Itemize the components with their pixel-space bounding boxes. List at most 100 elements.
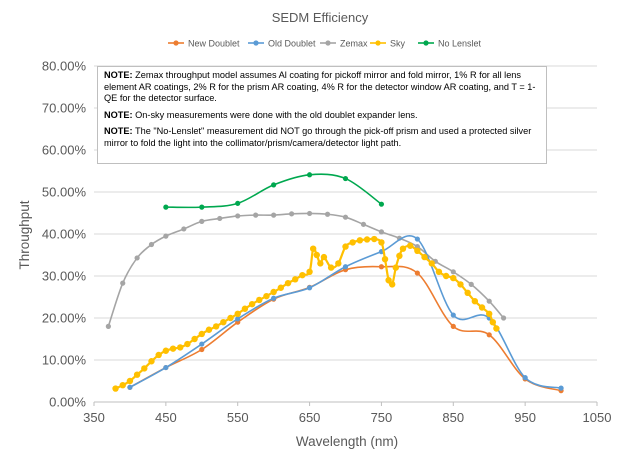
data-point-zemax xyxy=(120,280,126,286)
data-point-sky xyxy=(292,276,299,283)
series-line-old-doublet xyxy=(129,235,562,389)
data-point-new-doublet xyxy=(199,346,205,353)
data-point-sky xyxy=(450,274,457,282)
data-point-sky xyxy=(478,304,486,311)
x-tick-label: 850 xyxy=(442,410,464,425)
y-axis-label: Throughput xyxy=(17,200,32,269)
legend-marker-new-doublet xyxy=(173,40,179,46)
data-point-sky xyxy=(198,330,205,338)
data-point-zemax xyxy=(253,212,259,218)
data-point-zemax xyxy=(500,315,507,321)
data-point-sky xyxy=(169,345,177,352)
legend-label-zemax: Zemax xyxy=(340,39,368,49)
series-new-doublet xyxy=(127,264,564,394)
data-point-zemax xyxy=(450,269,456,275)
note-text: Zemax throughput model assumes Al coatin… xyxy=(104,70,536,104)
data-point-sky xyxy=(234,310,241,317)
legend-marker-no-lenslet xyxy=(423,40,429,46)
note-text: On-sky measurements were done with the o… xyxy=(132,109,418,120)
data-point-sky xyxy=(471,298,479,305)
note-no-lenslet: NOTE: The "No-Lenslet" measurement did N… xyxy=(104,126,540,149)
legend-label-old-doublet: Old Doublet xyxy=(268,39,316,49)
x-tick-label: 350 xyxy=(83,410,105,425)
data-point-sky xyxy=(320,253,328,261)
data-point-old-doublet xyxy=(342,264,349,270)
data-point-sky xyxy=(284,279,292,287)
data-point-sky xyxy=(493,325,500,332)
data-point-old-doublet xyxy=(450,312,456,318)
series-line-zemax xyxy=(107,212,505,327)
data-point-sky xyxy=(126,377,134,385)
data-point-zemax xyxy=(134,255,140,261)
data-point-sky xyxy=(371,235,378,243)
note-onsky: NOTE: On-sky measurements were done with… xyxy=(104,110,540,122)
x-axis-label: Wavelength (nm) xyxy=(296,434,398,449)
x-tick-label: 550 xyxy=(227,410,249,425)
data-point-zemax xyxy=(235,213,241,219)
data-point-sky xyxy=(335,260,342,267)
series-old-doublet xyxy=(127,235,564,391)
data-point-zemax xyxy=(342,214,349,220)
data-point-old-doublet xyxy=(414,236,420,242)
data-point-sky xyxy=(428,260,435,267)
data-point-sky xyxy=(162,347,170,354)
legend: New Doublet Old Doublet Zemax Sky No Lenslet xyxy=(168,39,482,49)
data-point-sky xyxy=(396,252,403,260)
data-point-no-lenslet xyxy=(271,182,277,188)
data-point-zemax xyxy=(306,210,313,217)
data-point-no-lenslet xyxy=(199,204,205,210)
data-point-old-doublet xyxy=(306,285,313,291)
data-point-sky xyxy=(378,239,385,246)
data-point-new-doublet xyxy=(378,264,385,270)
legend-marker-zemax xyxy=(325,40,331,46)
data-point-sky xyxy=(220,319,227,326)
chart-title: SEDM Efficiency xyxy=(272,10,369,25)
data-point-sky xyxy=(356,237,364,244)
data-point-zemax xyxy=(271,212,277,218)
data-point-old-doublet xyxy=(271,295,277,301)
data-point-sky xyxy=(227,314,234,322)
y-tick-label: 50.00% xyxy=(42,185,87,200)
series-no-lenslet xyxy=(163,172,385,210)
data-point-no-lenslet xyxy=(342,175,349,182)
data-point-zemax xyxy=(289,211,295,217)
data-point-sky xyxy=(205,326,213,333)
x-tick-label: 450 xyxy=(155,410,177,425)
x-tick-label: 750 xyxy=(371,410,393,425)
data-point-sky xyxy=(241,305,249,312)
x-tick-label: 1050 xyxy=(583,410,612,425)
series-line-no-lenslet xyxy=(165,173,382,209)
data-point-sky xyxy=(212,323,220,330)
data-point-sky xyxy=(133,371,141,378)
legend-label-new-doublet: New Doublet xyxy=(188,39,240,49)
series-zemax xyxy=(105,210,507,329)
data-point-sky xyxy=(342,243,349,250)
data-point-new-doublet xyxy=(414,270,420,276)
note-label: NOTE: xyxy=(104,70,133,80)
data-point-zemax xyxy=(217,215,223,222)
y-tick-label: 80.00% xyxy=(42,59,87,74)
legend-marker-sky xyxy=(375,40,381,46)
data-point-sky xyxy=(148,358,155,365)
data-point-sky xyxy=(248,300,256,308)
data-point-sky xyxy=(414,247,421,254)
data-point-sky xyxy=(313,251,320,259)
data-point-sky xyxy=(277,284,285,291)
data-point-old-doublet xyxy=(199,341,205,347)
data-point-sky xyxy=(442,272,450,280)
data-point-no-lenslet xyxy=(235,200,241,206)
data-point-sky xyxy=(119,382,126,389)
data-point-zemax xyxy=(486,298,492,304)
data-point-no-lenslet xyxy=(163,204,169,210)
data-point-sky xyxy=(309,245,317,252)
axes: 0.00% 10.00% 20.00% 30.00% 40.00% 50.00% 60.00… xyxy=(42,59,612,426)
data-point-sky xyxy=(457,281,464,288)
y-tick-label: 30.00% xyxy=(42,269,87,284)
legend-label-sky: Sky xyxy=(390,39,406,49)
data-point-sky xyxy=(112,385,119,392)
data-point-sky xyxy=(435,268,443,275)
data-point-sky xyxy=(317,260,324,267)
data-point-sky xyxy=(392,264,399,271)
data-point-old-doublet xyxy=(558,385,564,391)
